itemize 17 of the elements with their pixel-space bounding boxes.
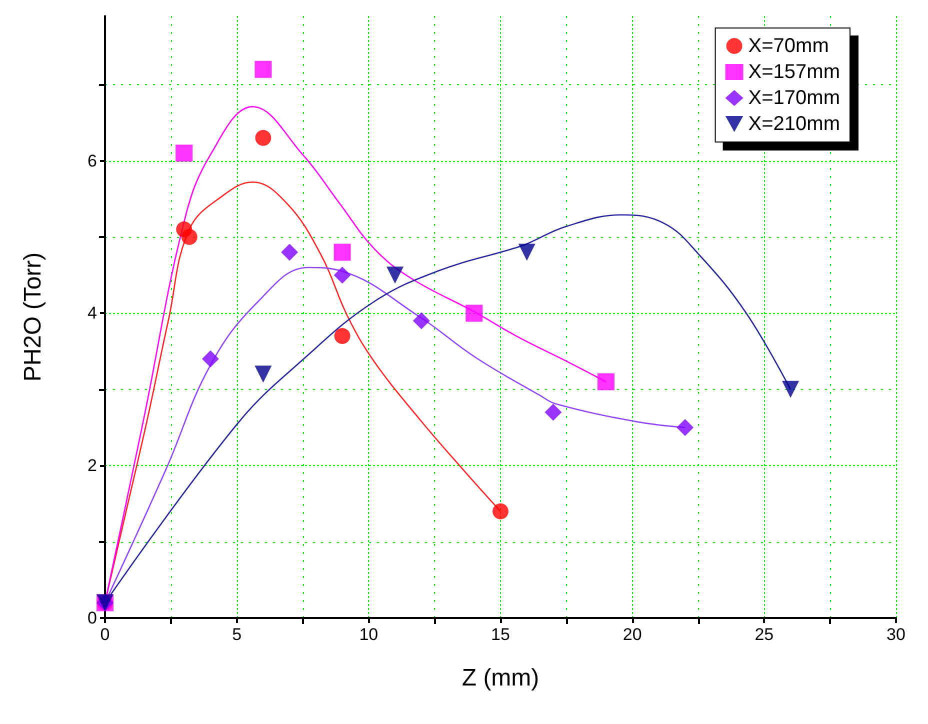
y-tick-label: 0 <box>88 608 97 628</box>
x-tick-label: 10 <box>359 625 378 644</box>
x-axis-title: Z (mm) <box>462 664 540 692</box>
x-tick-label: 25 <box>754 625 774 644</box>
x-tick-label: 0 <box>100 625 110 644</box>
y-tick-label: 4 <box>88 304 97 323</box>
y-tick-label: 6 <box>88 151 97 170</box>
x-tick-label: 15 <box>491 625 510 644</box>
legend-label: X=70mm <box>748 35 829 57</box>
x-tick-label: 30 <box>886 625 906 644</box>
legend-label: X=157mm <box>748 61 840 83</box>
legend-label: X=170mm <box>748 87 840 109</box>
x-tick-label: 20 <box>622 625 642 644</box>
y-tick-label: 2 <box>88 456 97 476</box>
legend-label: X=210mm <box>748 113 840 135</box>
x-tick-label: 5 <box>232 625 242 644</box>
y-axis-title: PH2O (Torr) <box>20 252 46 382</box>
